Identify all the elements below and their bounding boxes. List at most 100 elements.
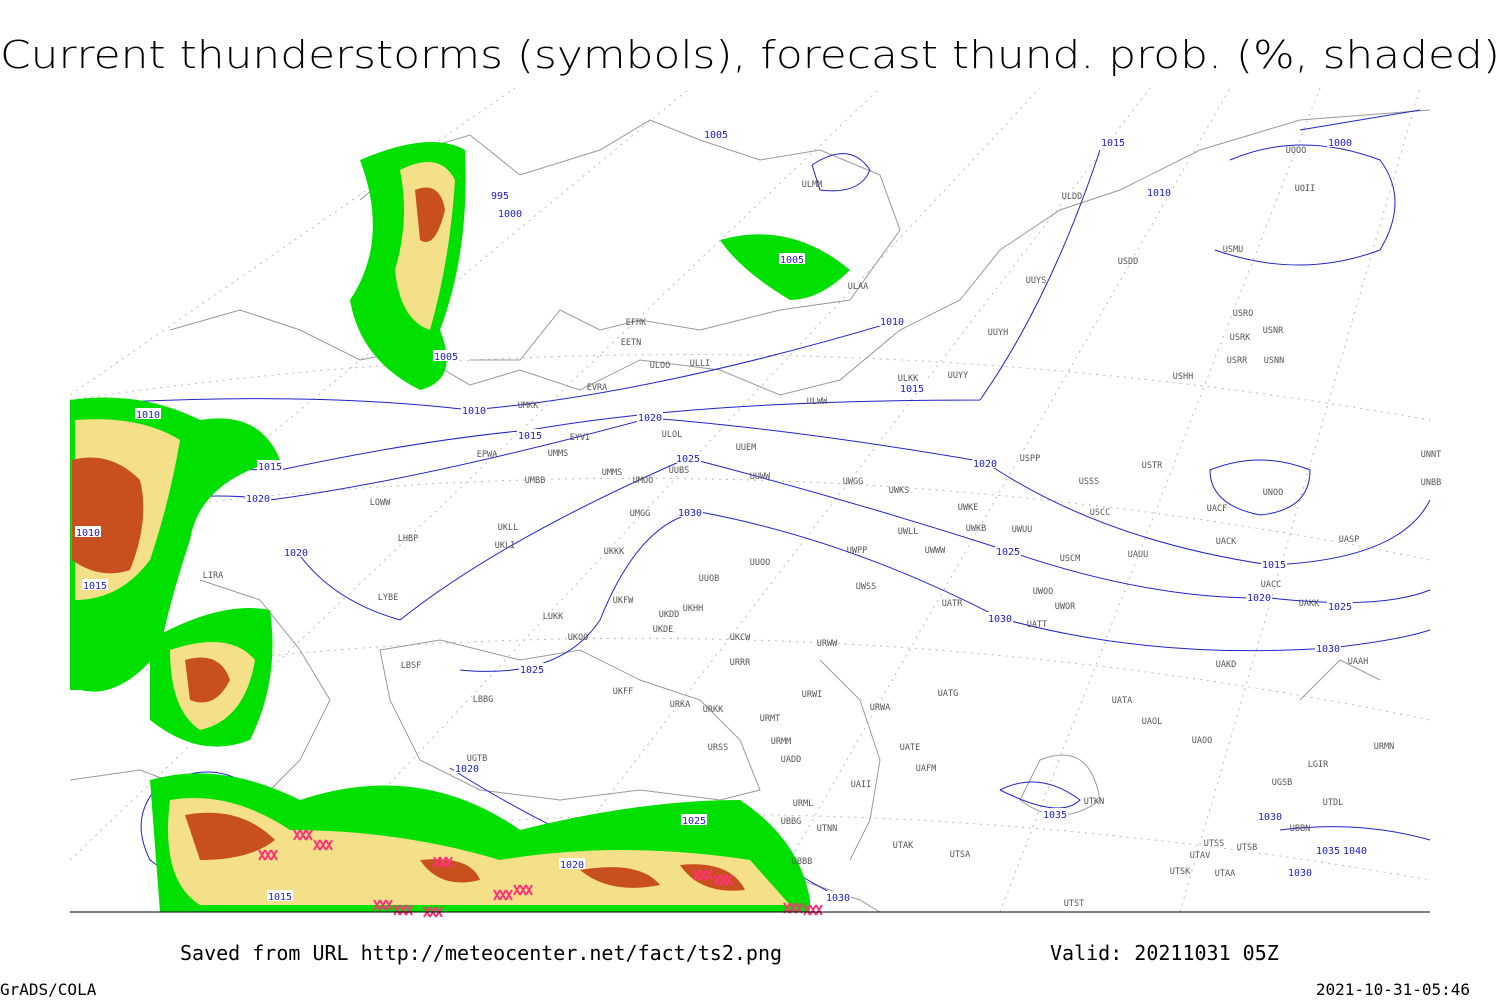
station-label: ULLI <box>690 359 710 369</box>
storm-symbol <box>693 869 701 881</box>
station-label: UUOO <box>750 558 770 568</box>
isobar-label-bg <box>1287 866 1313 877</box>
isobar-label: 1010 <box>462 406 486 417</box>
station-label: URKK <box>703 705 724 715</box>
isobar-label: 1010 <box>880 317 904 328</box>
storm-symbol <box>513 884 521 896</box>
station-label: UOII <box>1295 184 1315 194</box>
isobar-label-bg <box>779 253 805 264</box>
station-label: URMN <box>1374 742 1394 752</box>
station-label: ULKK <box>898 374 919 384</box>
storm-symbol <box>699 869 707 881</box>
basemap <box>69 87 1431 918</box>
storm-symbol <box>293 829 301 841</box>
map-title: Current thunderstorms (symbols), forecas… <box>0 33 1500 77</box>
station-label: UTSS <box>1204 839 1224 849</box>
isobar-label: 1005 <box>780 255 804 266</box>
station-label: ULOO <box>650 361 670 371</box>
isobar-label: 1030 <box>1258 812 1282 823</box>
station-label: UNBB <box>1421 478 1441 488</box>
isobar-label-bg <box>454 762 480 773</box>
storm-symbol <box>499 889 507 901</box>
station-label: UOOO <box>1286 146 1306 156</box>
isobar-label-bg <box>519 663 545 674</box>
station-label: UMGG <box>630 509 650 519</box>
station-label: UAKK <box>1299 599 1320 609</box>
station-label: UTAV <box>1190 851 1210 861</box>
station-label: LUKK <box>543 612 564 622</box>
station-label: LIRA <box>203 571 223 581</box>
storm-symbol <box>809 904 817 916</box>
station-label: EETN <box>621 338 641 348</box>
station-label: UUYY <box>948 371 968 381</box>
storm-symbol <box>373 899 381 911</box>
isobar-label-bg <box>1315 844 1341 855</box>
station-label: LBBG <box>473 695 493 705</box>
isobar-label-bg <box>703 128 729 139</box>
storm-symbol <box>493 889 501 901</box>
isobar-label: 1035 <box>1316 846 1340 857</box>
storm-symbol <box>319 839 327 851</box>
station-label: URMT <box>760 714 780 724</box>
isobar-label: 1015 <box>518 431 542 442</box>
station-label: USRK <box>1230 333 1251 343</box>
station-label: UKHH <box>683 604 703 614</box>
storm-symbol <box>725 874 733 886</box>
isobar-label-bg <box>82 579 108 590</box>
storm-symbol <box>445 856 453 868</box>
station-label: USCM <box>1060 554 1080 564</box>
isobar-label-bg <box>987 612 1013 623</box>
isobar-label: 1030 <box>1288 868 1312 879</box>
station-label: USRO <box>1233 309 1253 319</box>
station-label: UWOR <box>1055 602 1076 612</box>
isobar-label-bg <box>135 408 161 419</box>
software-credit: GrADS/COLA <box>0 980 97 999</box>
storm-symbol <box>325 839 333 851</box>
station-label: ULWW <box>807 397 828 407</box>
station-label: LYBE <box>378 593 398 603</box>
isobar-label: 1015 <box>1101 138 1125 149</box>
storm-symbol <box>803 904 811 916</box>
storm-symbol <box>713 874 721 886</box>
storm-symbol <box>258 849 266 861</box>
station-label: USRR <box>1227 356 1248 366</box>
storm-symbol <box>399 904 407 916</box>
isobar-label: 1020 <box>973 459 997 470</box>
isobar-label-bg <box>995 545 1021 556</box>
station-label: UWSS <box>856 582 876 592</box>
station-label: UGTB <box>467 754 487 764</box>
station-label: UADD <box>781 755 801 765</box>
isobar-label-bg <box>972 457 998 468</box>
isobar-label-bg <box>517 429 543 440</box>
station-label: UKFF <box>613 687 633 697</box>
isobar-label-bg <box>1042 808 1068 819</box>
station-label: URSS <box>708 743 728 753</box>
station-label: USSS <box>1079 477 1099 487</box>
station-label: UTSA <box>950 850 970 860</box>
station-label: ULDD <box>1062 192 1082 202</box>
isobar-label: 995 <box>491 191 509 202</box>
isobar-label-bg <box>1261 558 1287 569</box>
station-label: UWLL <box>898 527 918 537</box>
station-label: UWOO <box>1033 587 1053 597</box>
station-label: ULMM <box>802 180 822 190</box>
isobar-label-bg <box>879 315 905 326</box>
station-label: USCC <box>1090 508 1110 518</box>
isobar-label-bg <box>245 492 271 503</box>
station-label: UMMS <box>602 468 622 478</box>
station-label: UUEM <box>736 443 756 453</box>
station-label: UWGG <box>843 477 863 487</box>
source-url: Saved from URL http://meteocenter.net/fa… <box>180 941 782 965</box>
isobar-label: 1010 <box>1147 188 1171 199</box>
storm-symbol <box>313 839 321 851</box>
station-label: UUOB <box>699 574 719 584</box>
isobar-label: 1035 <box>1043 810 1067 821</box>
isobar-label-bg <box>461 404 487 415</box>
station-label: UTNN <box>817 824 837 834</box>
station-label: ULAA <box>848 282 868 292</box>
storm-symbol <box>405 904 413 916</box>
station-label: UUBS <box>669 466 689 476</box>
isobar-label: 1020 <box>284 548 308 559</box>
station-label: UAAH <box>1348 657 1368 667</box>
isobar-label-bg <box>681 814 707 825</box>
